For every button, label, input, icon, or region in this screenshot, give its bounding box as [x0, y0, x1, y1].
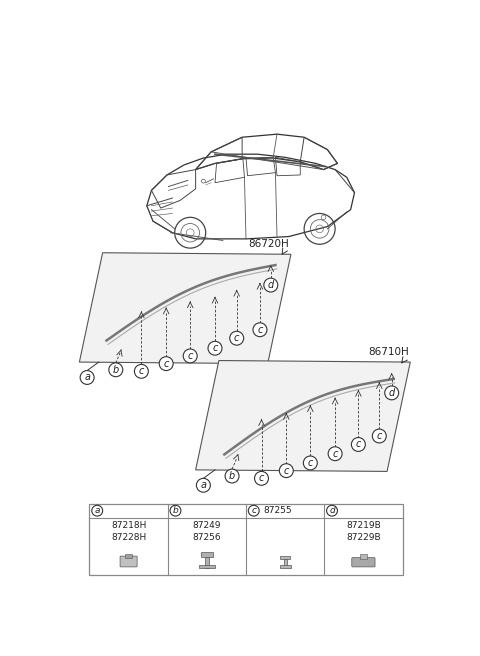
Text: a: a — [84, 373, 90, 382]
Circle shape — [303, 456, 317, 470]
Circle shape — [159, 357, 173, 371]
Circle shape — [351, 438, 365, 451]
FancyBboxPatch shape — [280, 565, 290, 569]
Circle shape — [109, 363, 123, 377]
Circle shape — [183, 349, 197, 363]
Text: b: b — [173, 506, 179, 515]
Text: c: c — [234, 333, 240, 343]
Text: c: c — [257, 325, 263, 335]
Circle shape — [92, 505, 103, 516]
Text: c: c — [259, 474, 264, 483]
FancyBboxPatch shape — [280, 556, 290, 559]
Text: c: c — [212, 343, 218, 353]
Circle shape — [248, 505, 259, 516]
Text: 86720H: 86720H — [248, 239, 288, 249]
Text: c: c — [164, 359, 169, 369]
Text: 87219B
87229B: 87219B 87229B — [346, 521, 381, 543]
Text: c: c — [333, 449, 338, 459]
FancyBboxPatch shape — [284, 559, 287, 567]
Circle shape — [170, 505, 181, 516]
Text: 87249
87256: 87249 87256 — [192, 521, 221, 543]
Text: b: b — [229, 471, 235, 481]
Text: c: c — [356, 440, 361, 449]
Text: c: c — [188, 351, 193, 361]
FancyBboxPatch shape — [201, 552, 213, 557]
Text: c: c — [377, 431, 382, 441]
Circle shape — [326, 505, 337, 516]
Circle shape — [372, 429, 386, 443]
Circle shape — [328, 447, 342, 461]
Text: 86710H: 86710H — [368, 348, 409, 358]
Text: b: b — [113, 365, 119, 375]
FancyBboxPatch shape — [352, 558, 375, 567]
Circle shape — [134, 364, 148, 379]
FancyBboxPatch shape — [204, 557, 209, 567]
Circle shape — [264, 278, 278, 292]
Circle shape — [225, 469, 239, 483]
FancyBboxPatch shape — [360, 554, 367, 559]
FancyBboxPatch shape — [120, 556, 137, 567]
Text: c: c — [308, 458, 313, 468]
FancyBboxPatch shape — [125, 554, 132, 558]
FancyBboxPatch shape — [89, 504, 403, 575]
Circle shape — [279, 464, 293, 478]
Text: a: a — [95, 506, 100, 515]
Text: c: c — [284, 466, 289, 476]
Text: 87218H
87228H: 87218H 87228H — [111, 521, 146, 543]
Text: c: c — [251, 506, 256, 515]
Polygon shape — [196, 361, 410, 472]
FancyBboxPatch shape — [199, 565, 215, 569]
Text: c: c — [139, 366, 144, 377]
Circle shape — [385, 386, 399, 400]
Circle shape — [253, 323, 267, 337]
Circle shape — [230, 331, 244, 345]
Text: d: d — [268, 280, 274, 290]
Text: d: d — [329, 506, 335, 515]
Text: d: d — [389, 388, 395, 398]
Circle shape — [208, 341, 222, 355]
Circle shape — [254, 472, 268, 485]
Circle shape — [196, 478, 210, 492]
Polygon shape — [79, 253, 291, 363]
Circle shape — [80, 371, 94, 384]
Text: a: a — [200, 480, 206, 490]
Text: 87255: 87255 — [263, 506, 292, 515]
